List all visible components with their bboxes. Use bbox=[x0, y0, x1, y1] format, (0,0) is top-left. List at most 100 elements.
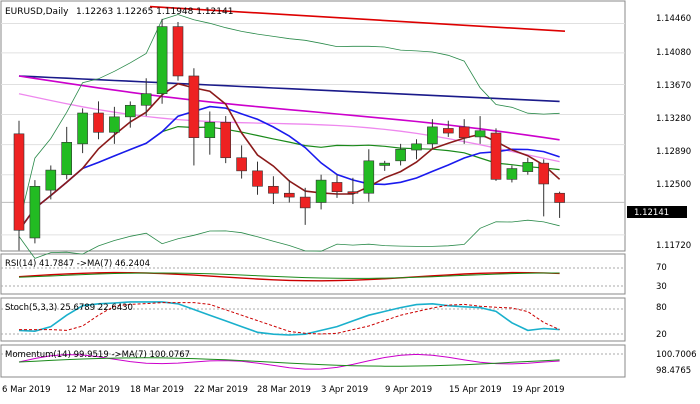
candle bbox=[331, 174, 343, 198]
candle-body bbox=[427, 126, 438, 145]
bollinger-upper bbox=[18, 14, 560, 225]
time-tick: 3 Apr 2019 bbox=[321, 385, 368, 395]
price-tick: 1.13280 bbox=[656, 114, 691, 124]
candle-body bbox=[125, 104, 136, 118]
candle-body bbox=[395, 148, 406, 162]
price-tick: 1.11720 bbox=[656, 241, 691, 251]
last-price-label: 1.12141 bbox=[634, 208, 669, 218]
candle bbox=[522, 157, 534, 175]
momentum-label: Momentum(14) 99.9519 ->MA(7) 100.0767 bbox=[5, 350, 190, 360]
rsi-label: RSI(14) 41.7847 ->MA(7) 46.2404 bbox=[5, 259, 150, 269]
candle bbox=[93, 101, 104, 140]
time-tick: 28 Mar 2019 bbox=[257, 385, 311, 395]
ma-10-line bbox=[18, 105, 560, 231]
rsi-ma-line bbox=[18, 272, 560, 279]
candle-body bbox=[45, 169, 57, 191]
candle-body bbox=[268, 185, 279, 194]
ma-34-line bbox=[18, 93, 560, 163]
candle bbox=[77, 108, 88, 154]
time-tick: 6 Mar 2019 bbox=[2, 385, 50, 395]
candle bbox=[283, 180, 295, 203]
candle bbox=[411, 139, 422, 160]
candle bbox=[299, 187, 311, 225]
price-tick: 1.12890 bbox=[656, 147, 691, 157]
momentum-level-low: 98.4765 bbox=[656, 366, 691, 376]
subpanel-layer bbox=[18, 271, 560, 370]
candle bbox=[490, 128, 502, 181]
candle-body bbox=[204, 121, 216, 138]
candle-body bbox=[474, 130, 486, 138]
candle bbox=[395, 143, 406, 166]
candle bbox=[13, 120, 25, 251]
candle-body bbox=[156, 26, 168, 95]
candle-body bbox=[252, 170, 263, 187]
stoch-signal-line bbox=[19, 302, 560, 335]
time-tick: 22 Mar 2019 bbox=[194, 385, 248, 395]
candle bbox=[506, 165, 518, 183]
time-tick: 12 Mar 2019 bbox=[66, 385, 120, 395]
stoch-level-20: 20 bbox=[656, 330, 667, 340]
candle-body bbox=[538, 162, 550, 185]
candle bbox=[109, 106, 120, 144]
momentum-panel bbox=[0, 344, 626, 378]
stoch-main-line bbox=[18, 301, 560, 336]
candle bbox=[29, 180, 41, 244]
candle bbox=[252, 161, 263, 195]
candle-body bbox=[13, 133, 25, 231]
momentum-ma-line bbox=[18, 357, 560, 367]
candle-body bbox=[554, 192, 565, 203]
candle bbox=[554, 191, 565, 218]
candle-body bbox=[140, 93, 152, 106]
candle-body bbox=[109, 116, 120, 133]
candle bbox=[538, 159, 550, 217]
candle-body bbox=[363, 160, 375, 194]
candle bbox=[347, 177, 359, 205]
candle bbox=[236, 145, 247, 179]
price-tick: 1.12500 bbox=[656, 180, 691, 190]
price-tick: 1.14460 bbox=[656, 14, 691, 24]
candle-layer bbox=[13, 18, 565, 251]
candle-body bbox=[490, 132, 502, 180]
rsi-level-30: 30 bbox=[656, 282, 667, 292]
candle-body bbox=[283, 192, 295, 198]
ohlc-readout: 1.12263 1.12265 1.11948 1.12141 bbox=[76, 7, 233, 17]
last-price-marker bbox=[627, 206, 687, 218]
candle bbox=[442, 120, 454, 137]
rsi-line bbox=[18, 271, 560, 282]
bollinger-lower bbox=[18, 219, 560, 259]
candle bbox=[379, 160, 391, 171]
candle bbox=[220, 116, 231, 164]
time-tick: 19 Apr 2019 bbox=[512, 385, 565, 395]
candle bbox=[156, 18, 168, 104]
candle-body bbox=[236, 157, 247, 172]
candle-body bbox=[61, 142, 73, 176]
candle-body bbox=[458, 126, 470, 138]
stoch-label: Stoch(5,3,3) 25.6789 22.6430 bbox=[5, 303, 133, 313]
ma-20-line bbox=[18, 125, 560, 231]
grid-layer bbox=[1, 23, 625, 355]
price-axis: 1.14460 1.14080 1.13670 1.13280 1.12890 … bbox=[627, 14, 691, 251]
time-tick: 15 Apr 2019 bbox=[449, 385, 502, 395]
candle-body bbox=[347, 191, 359, 194]
candle-body bbox=[331, 182, 343, 192]
momentum-level-high: 100.7006 bbox=[656, 350, 697, 360]
stoch-level-80: 80 bbox=[656, 303, 667, 313]
candle bbox=[363, 149, 375, 202]
stoch-panel bbox=[0, 297, 626, 342]
candle-body bbox=[172, 26, 184, 77]
candle bbox=[204, 111, 216, 155]
candle bbox=[45, 165, 57, 200]
candle bbox=[427, 119, 438, 149]
time-axis: 6 Mar 2019 12 Mar 2019 18 Mar 2019 22 Ma… bbox=[2, 385, 565, 395]
candle bbox=[61, 126, 73, 180]
candle-body bbox=[93, 112, 104, 133]
candle-body bbox=[411, 143, 422, 151]
candle-body bbox=[522, 162, 534, 172]
candle-body bbox=[220, 121, 231, 159]
rsi-level-70: 70 bbox=[656, 263, 667, 273]
time-tick: 9 Apr 2019 bbox=[385, 385, 432, 395]
candle-body bbox=[506, 168, 518, 180]
candle bbox=[172, 21, 184, 81]
